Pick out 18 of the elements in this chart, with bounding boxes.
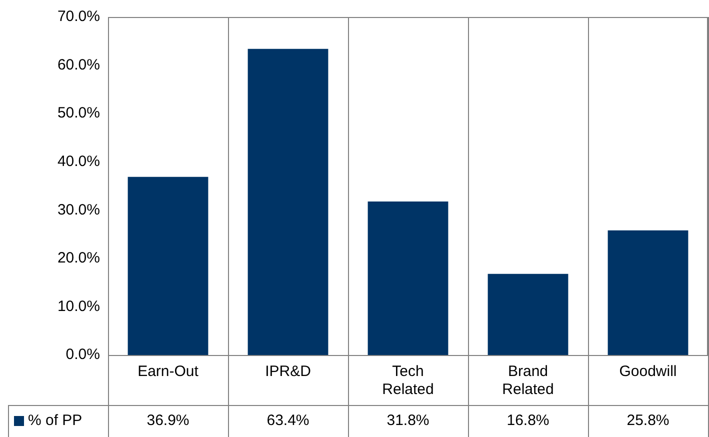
bar: [488, 274, 568, 355]
x-tick-label: Brand Related: [502, 363, 554, 398]
bar: [368, 201, 448, 355]
y-tick-label: 10.0%: [57, 298, 100, 315]
y-tick-label: 60.0%: [57, 56, 100, 74]
x-tick-label: Earn-Out: [138, 363, 200, 380]
y-tick-label: 50.0%: [57, 104, 100, 122]
x-tick-label: IPR&D: [265, 363, 312, 380]
y-tick-label: 30.0%: [57, 201, 100, 218]
x-tick-label: Tech Related: [382, 363, 434, 398]
y-tick-label: 70.0%: [57, 8, 100, 26]
y-tick-label: 0.0%: [66, 346, 100, 364]
bar: [128, 176, 208, 355]
y-tick-label: 20.0%: [57, 250, 100, 267]
x-tick-label: Goodwill: [619, 363, 677, 380]
bar: [608, 230, 688, 355]
y-tick-label: 40.0%: [57, 153, 100, 170]
bar: [248, 48, 328, 355]
